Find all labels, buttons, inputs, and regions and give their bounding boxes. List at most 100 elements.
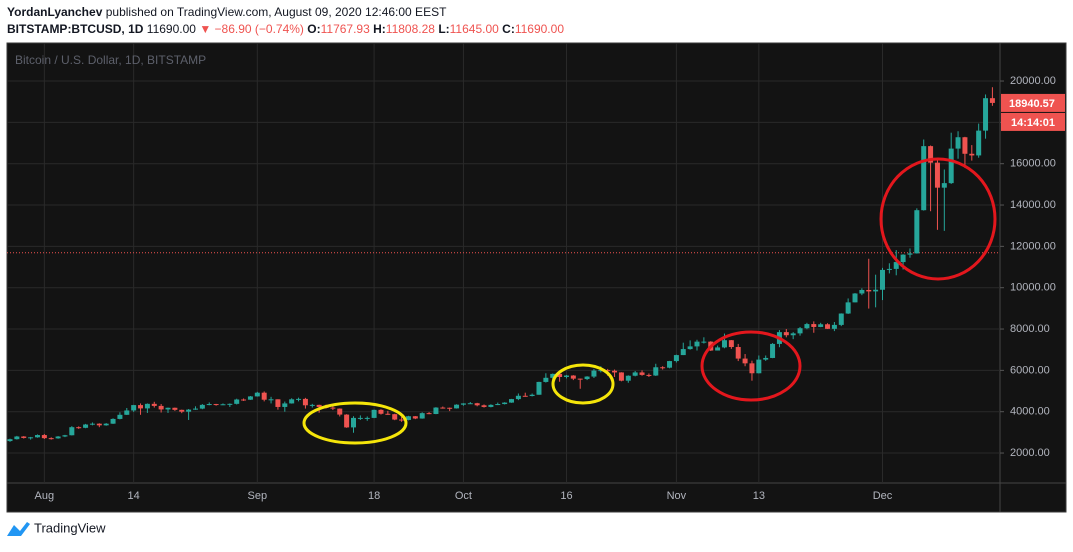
candle-body: [213, 404, 219, 406]
candle-body: [557, 373, 563, 377]
high-value: 11808.28: [386, 22, 435, 36]
candle-body: [770, 343, 776, 358]
candle-body: [316, 404, 322, 407]
candle-body: [763, 357, 769, 360]
candle-body: [502, 402, 508, 405]
candle-body: [254, 392, 260, 397]
candle-body: [7, 439, 13, 442]
published: published on TradingView.com, August 09,…: [106, 5, 447, 19]
candle-body: [481, 405, 487, 407]
candle-body: [811, 324, 817, 327]
candle-body: [584, 376, 590, 380]
candle-body: [378, 409, 384, 414]
candle-body: [660, 367, 666, 369]
candle-body: [804, 324, 810, 329]
candle-body: [192, 408, 198, 410]
candle-body: [199, 404, 205, 409]
close-label: C:: [502, 22, 515, 36]
countdown-label: 14:14:01: [1011, 117, 1055, 129]
candle-body: [28, 437, 34, 439]
candle-body: [948, 148, 954, 184]
candle-body: [440, 407, 446, 409]
ticker-line: BITSTAMP:BTCUSD, 1D 11690.00 ▼ −86.90 (−…: [7, 22, 564, 36]
candle-body: [309, 404, 315, 406]
open-label: O:: [307, 22, 320, 36]
candle-body: [735, 347, 741, 359]
candle-body: [989, 98, 995, 103]
candle-body: [749, 363, 755, 374]
candle-body: [983, 98, 989, 131]
candle-body: [454, 404, 460, 409]
y-tick-label: 10000.00: [1010, 282, 1056, 294]
logo-mark: [7, 522, 30, 536]
candle-body: [612, 370, 618, 373]
high-label: H:: [373, 22, 386, 36]
candle-body: [412, 416, 418, 419]
candle-body: [639, 372, 645, 375]
y-tick-label: 6000.00: [1010, 364, 1050, 376]
candle-body: [550, 373, 556, 378]
candle-body: [687, 346, 693, 350]
candle-body: [344, 414, 350, 428]
candle-body: [351, 417, 356, 428]
price-tag-label: 18940.57: [1009, 98, 1055, 110]
y-tick-label: 14000.00: [1010, 199, 1056, 211]
candle-body: [900, 254, 906, 263]
candle-body: [55, 436, 61, 439]
candle-body: [405, 416, 411, 420]
candle-body: [605, 370, 611, 372]
candle-body: [399, 419, 405, 421]
close-value: 11690.00: [515, 22, 564, 36]
last-price: 11690.00: [147, 22, 196, 36]
candle-body: [955, 137, 961, 149]
candle-body: [515, 395, 521, 400]
publish-line: YordanLyanchev published on TradingView.…: [7, 5, 447, 19]
x-tick-label: 13: [753, 490, 765, 502]
candle-body: [89, 423, 95, 425]
candle-body: [907, 253, 913, 255]
candle-body: [131, 405, 137, 411]
candle-body: [914, 210, 920, 254]
candle-body: [234, 399, 240, 404]
candle-body: [247, 396, 253, 400]
annotation-ellipse: [302, 401, 408, 445]
y-tick-label: 4000.00: [1010, 406, 1050, 418]
candle-body: [790, 333, 796, 336]
candle-body: [577, 378, 583, 380]
chart-panel: [6, 42, 1067, 513]
candle-body: [392, 414, 398, 420]
candle-body: [591, 370, 597, 377]
candle-body: [337, 408, 343, 415]
candle-body: [144, 403, 150, 409]
candle-body: [241, 399, 247, 401]
brand: TradingView: [34, 520, 106, 535]
x-tick-label: 14: [128, 490, 140, 502]
y-tick-label: 2000.00: [1010, 447, 1050, 459]
candle-body: [34, 435, 40, 438]
candle-body: [158, 405, 164, 410]
candle-body: [701, 341, 707, 343]
candle-body: [680, 349, 686, 356]
candle-body: [825, 324, 831, 329]
x-tick-label: Aug: [35, 490, 55, 502]
annotation-ellipse: [551, 363, 615, 405]
candle-body: [302, 398, 308, 406]
candle-body: [941, 183, 947, 188]
candle-body: [598, 370, 604, 372]
candle-body: [721, 340, 727, 348]
candle-body: [618, 372, 624, 381]
candle-body: [151, 403, 157, 406]
price-tag: [1001, 93, 1065, 112]
candle-body: [934, 162, 940, 188]
candle-body: [138, 405, 144, 409]
candle-body: [715, 347, 721, 351]
candle-body: [673, 355, 679, 362]
candle-body: [543, 377, 549, 382]
candle-body: [921, 146, 927, 211]
candle-body: [14, 436, 20, 440]
y-tick-label: 20000.00: [1010, 75, 1056, 87]
candle-body: [728, 340, 734, 348]
candle-body: [852, 293, 858, 303]
candle-body: [667, 361, 673, 368]
